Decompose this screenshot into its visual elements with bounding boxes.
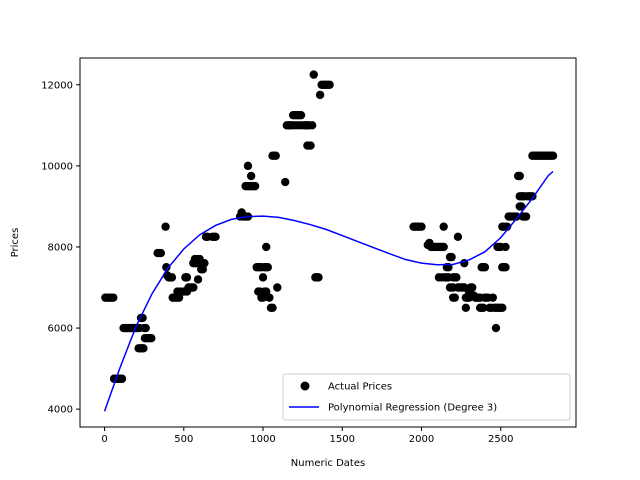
scatter-point — [182, 273, 192, 282]
scatter-point — [501, 242, 510, 252]
scatter-point — [141, 323, 150, 333]
x-tick-label: 500 — [174, 434, 193, 445]
legend-label-regression: Polynomial Regression (Degree 3) — [328, 403, 497, 414]
scatter-point — [156, 248, 166, 258]
regression-line — [103, 170, 554, 412]
scatter-point — [117, 374, 127, 383]
scatter-point — [250, 181, 260, 191]
scatter-point — [512, 212, 521, 221]
x-tick-label: 1000 — [250, 434, 275, 445]
x-axis-label: Numeric Dates — [291, 458, 365, 469]
scatter-point — [273, 283, 282, 292]
scatter-point — [200, 258, 209, 268]
scatter-point — [501, 263, 510, 272]
y-tick-label: 6000 — [48, 324, 73, 335]
scatter-point — [189, 283, 198, 292]
scatter-point — [417, 222, 426, 231]
scatter-point — [488, 293, 498, 302]
scatter-point — [167, 273, 177, 282]
scatter-point — [314, 273, 323, 282]
scatter-point — [161, 222, 170, 231]
scatter-point — [447, 252, 456, 262]
scatter-point — [268, 303, 277, 312]
x-tick-label: 1500 — [330, 434, 355, 445]
x-tick-label: 2500 — [488, 434, 513, 445]
y-tick-label: 8000 — [48, 242, 73, 253]
scatter-point — [521, 212, 531, 221]
scatter-point — [281, 177, 290, 187]
scatter-point — [109, 293, 118, 302]
scatter-point — [162, 263, 171, 272]
legend-box — [282, 373, 571, 421]
scatter-point — [439, 242, 448, 252]
scatter-point — [307, 121, 317, 130]
axis-ticks: 0 500 1000 1500 2000 2500 4000 6000 8000 10000 120… — [41, 80, 513, 445]
y-axis-label: Prices — [10, 228, 21, 258]
x-tick-label: 0 — [101, 434, 107, 445]
scatter-point — [452, 273, 461, 282]
scatter-point — [315, 90, 325, 100]
scatter-point — [271, 151, 280, 160]
scatter-point — [515, 171, 524, 181]
scatter-point — [517, 202, 526, 211]
legend-marker-actual-prices — [300, 381, 310, 391]
data-layer — [101, 70, 558, 412]
scatter-point — [468, 283, 477, 292]
scatter-point — [243, 161, 253, 171]
scatter-point — [491, 323, 501, 333]
scatter-point — [439, 222, 448, 231]
y-tick-label: 10000 — [41, 161, 73, 172]
plot-frame — [79, 57, 577, 428]
y-tick-label: 4000 — [48, 405, 73, 416]
scatter-point — [147, 333, 156, 343]
scatter-point — [306, 141, 315, 150]
scatter-point — [461, 303, 471, 312]
scatter-point — [193, 275, 203, 284]
scatter-point — [479, 303, 488, 312]
x-tick-label: 2000 — [409, 434, 434, 445]
legend: Actual Prices Polynomial Regression (Deg… — [282, 373, 571, 421]
legend-label-actual-prices: Actual Prices — [328, 382, 392, 393]
scatter-point — [261, 242, 271, 252]
scatter-point — [211, 232, 220, 242]
scatter-point — [265, 293, 274, 302]
scatter-point — [139, 344, 148, 353]
y-tick-label: 12000 — [41, 80, 73, 91]
scatter-point — [325, 80, 334, 89]
scatter-point — [450, 293, 459, 302]
scatter-point — [263, 263, 272, 272]
scatter-point — [309, 70, 318, 79]
scatter-point — [258, 273, 268, 282]
scatter-point — [480, 263, 490, 272]
scatter-point — [453, 232, 463, 242]
scatter-point — [246, 171, 256, 181]
scatter-point — [548, 151, 558, 160]
scatter-point — [502, 222, 512, 231]
scatter-point — [296, 110, 306, 120]
scatter-point — [498, 303, 507, 312]
